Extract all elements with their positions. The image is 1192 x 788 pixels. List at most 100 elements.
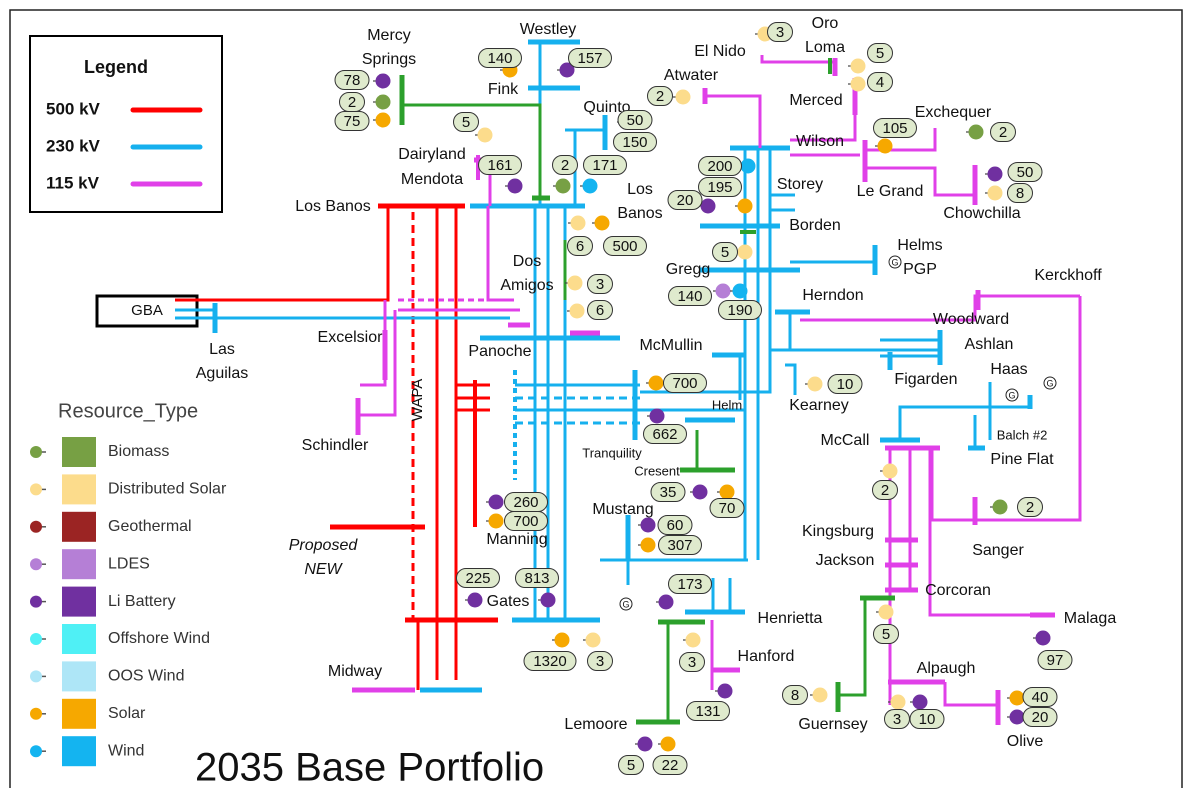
resource-badge [698, 177, 742, 197]
resource-badge [603, 236, 647, 256]
resource-value: 2 [561, 157, 569, 174]
bus-label: Dos [513, 253, 541, 270]
resource-badge [698, 156, 742, 176]
resource-dot [567, 275, 583, 291]
bus-label: Henrietta [758, 610, 823, 627]
resource-value: 40 [1032, 689, 1049, 706]
resource-badge [658, 535, 702, 555]
generator-symbol [619, 597, 633, 611]
bus-label: Springs [362, 51, 416, 68]
generator-symbol [1043, 376, 1057, 390]
resource-value: 662 [652, 426, 677, 443]
bus-label: Aguilas [196, 365, 248, 382]
transmission-line [705, 94, 762, 148]
transmission-line [943, 682, 998, 707]
legend-swatch [62, 661, 96, 692]
transmission-line [456, 383, 490, 412]
resource-badge [873, 118, 917, 138]
legend-label: Distributed Solar [108, 481, 227, 498]
transmission-line [885, 537, 918, 593]
resource-value: 225 [465, 570, 490, 587]
resource-value: 813 [524, 570, 549, 587]
resource-dot [737, 198, 753, 214]
bus-label: Balch #2 [997, 427, 1048, 442]
legend-swatch [62, 437, 96, 467]
bus-label: WAPA [409, 379, 426, 422]
bus-label: McMullin [639, 337, 702, 354]
resource-dot [375, 94, 391, 110]
resource-value: 195 [707, 179, 732, 196]
resource-value: 50 [627, 112, 644, 129]
bus-label: Kearney [789, 397, 849, 414]
resource-badge [1022, 687, 1058, 707]
bus-label: Manning [486, 531, 547, 548]
resource-dot [850, 76, 866, 92]
resource-value: 5 [721, 244, 729, 261]
transmission-line [515, 396, 640, 425]
resource-dot [912, 694, 928, 710]
bus-label: Mendota [401, 171, 463, 188]
bus-label: Tranquility [582, 445, 642, 460]
resource-value: 10 [837, 376, 854, 393]
resource-badge [613, 132, 657, 152]
resource-value: 161 [487, 157, 512, 174]
bus-label: Woodward [933, 311, 1009, 328]
resource-badge [478, 48, 522, 68]
resource-dot [850, 58, 866, 74]
resource-dot [570, 215, 586, 231]
bus-label: El Nido [694, 43, 746, 60]
legend-label: Wind [108, 742, 144, 759]
bus-label: Merced [789, 92, 842, 109]
resource-badge [782, 685, 808, 705]
transmission-line [402, 103, 542, 200]
resource-value: 97 [1047, 652, 1064, 669]
resource-dot [732, 283, 748, 299]
resource-dot [700, 198, 716, 214]
bus-label: Exchequer [915, 104, 992, 121]
resource-dot [882, 463, 898, 479]
resource-dot [569, 303, 585, 319]
generator-symbol [1005, 388, 1019, 402]
resource-dot [648, 375, 664, 391]
resource-dot [968, 124, 984, 140]
resource-badge [568, 48, 612, 68]
bus-label: Atwater [664, 67, 719, 84]
resource-badge [873, 624, 899, 644]
bus-label: Corcoran [925, 582, 991, 599]
bus-label: McCall [821, 432, 870, 449]
bus-label: Midway [328, 663, 382, 680]
transmission-line [840, 598, 867, 697]
resource-dot [807, 376, 823, 392]
resource-badge [334, 70, 370, 90]
resource-legend-title: Resource_Type [58, 400, 198, 422]
resource-badge [872, 480, 898, 500]
legend-label: LDES [108, 555, 150, 572]
legend-label: 230 kV [46, 136, 101, 155]
bus-label: PGP [903, 261, 937, 278]
generator-label: G [1046, 378, 1053, 388]
bus-label: Lemoore [564, 716, 627, 733]
resource-badge [1007, 162, 1043, 182]
resource-badge [657, 515, 693, 535]
bus-label: Hanford [738, 648, 795, 665]
resource-dot [878, 604, 894, 620]
bus-label: Mercy [367, 27, 411, 44]
generator-label: G [1008, 390, 1015, 400]
resource-badge [990, 122, 1016, 142]
labels: 500 kV 230 kV 115 kV Biomass Distributed Sol… [30, 15, 1116, 775]
bus-label: Mustang [592, 501, 653, 518]
bus-label: Gates [487, 593, 530, 610]
transmission-line [711, 578, 732, 612]
legend-dot [30, 483, 42, 496]
resource-dot [540, 592, 556, 608]
resource-value: 140 [677, 288, 702, 305]
resource-badge [1037, 650, 1073, 670]
resource-badge [583, 155, 627, 175]
resource-value: 2 [656, 88, 664, 105]
resource-value: 22 [662, 757, 679, 774]
resource-value: 700 [672, 375, 697, 392]
resource-dot [660, 736, 676, 752]
resource-dot [692, 484, 708, 500]
resource-value: 105 [882, 120, 907, 137]
resource-dot [582, 178, 598, 194]
